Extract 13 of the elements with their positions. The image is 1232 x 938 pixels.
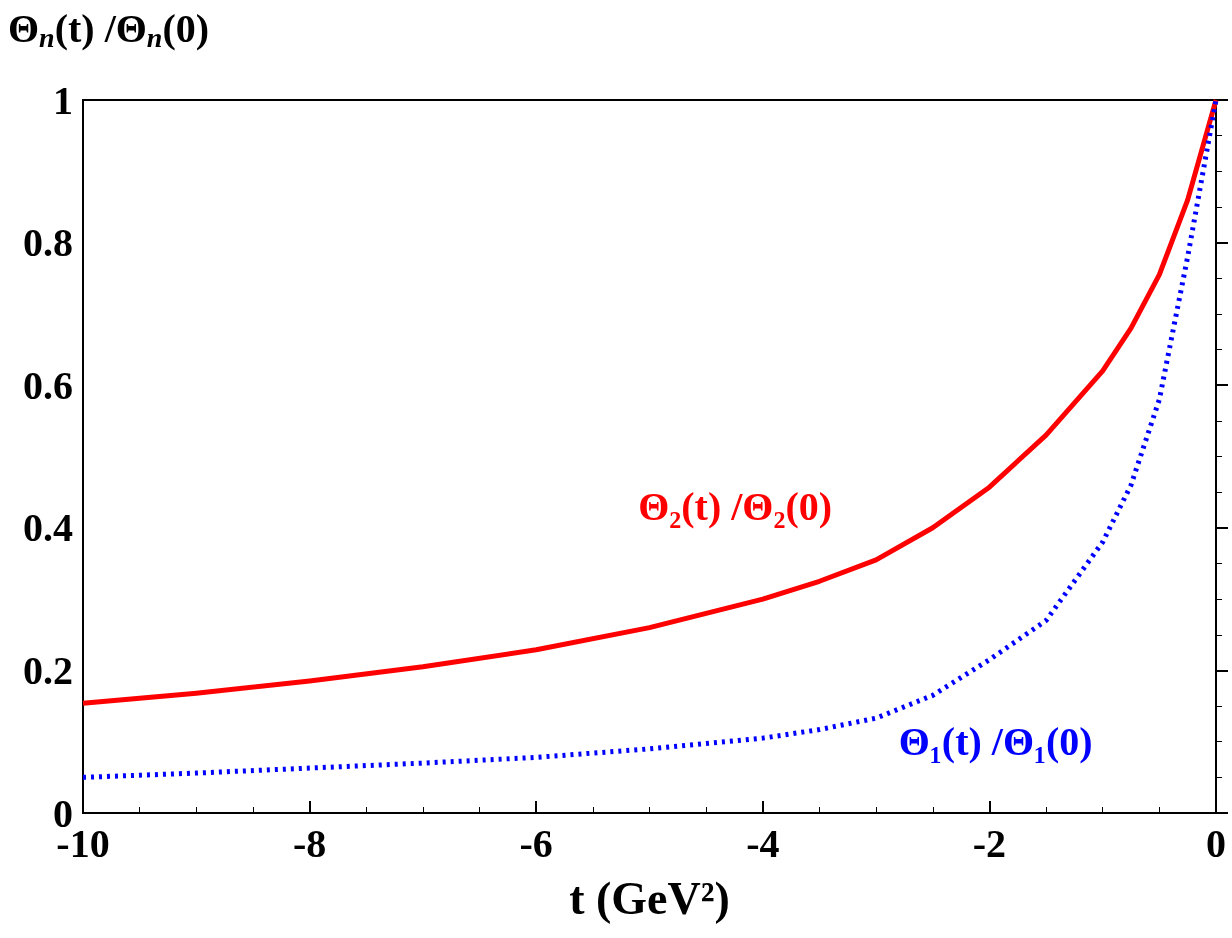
x-tick-label: -4	[746, 820, 780, 866]
x-tick-label: -8	[292, 820, 327, 866]
series-label: Θ₁(t) /Θ₁(0)	[898, 719, 1093, 765]
y-tick-label: 1	[53, 77, 73, 123]
y-tick-label: 0.2	[23, 647, 73, 693]
x-tick-label: 0	[1206, 820, 1226, 866]
x-tick-label: -2	[972, 820, 1007, 866]
x-axis-title: t (GeV²)	[569, 872, 730, 924]
y-tick-label: 0.4	[23, 505, 73, 551]
y-tick-label: 0.6	[23, 362, 73, 408]
x-tick-label: -6	[519, 820, 553, 866]
y-tick-label: 0.8	[23, 220, 73, 266]
series-label: Θ₂(t) /Θ₂(0)	[638, 483, 833, 529]
